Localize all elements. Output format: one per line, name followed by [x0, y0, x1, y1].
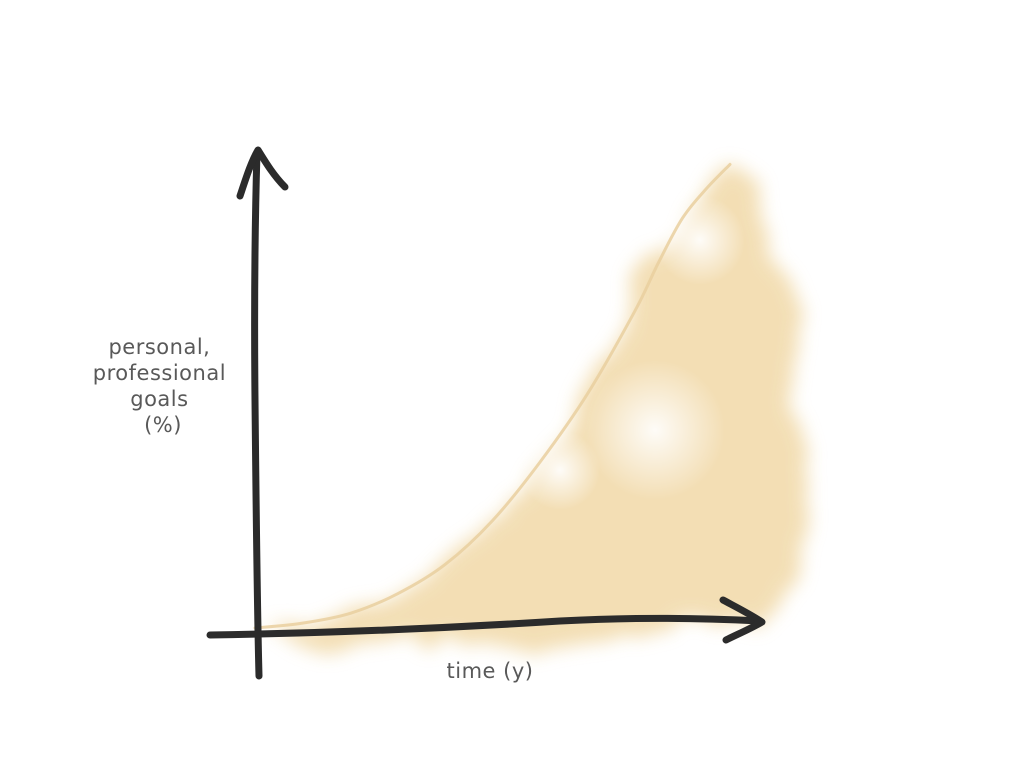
- x-axis-arrowhead: [719, 596, 766, 644]
- y-axis-label: personal, professional goals (%): [93, 335, 233, 437]
- x-axis-label: time (y): [447, 659, 534, 683]
- area-fill: [255, 164, 806, 653]
- area-fill-wash: [255, 164, 806, 653]
- y-axis-label-line: professional: [93, 361, 226, 385]
- y-axis: [236, 146, 289, 680]
- area-fill-highlight: [655, 195, 745, 285]
- series-line: [253, 162, 732, 630]
- area-fill-highlight: [585, 360, 725, 500]
- y-axis-arrowhead: [236, 146, 289, 200]
- y-axis-label-line: personal,: [108, 335, 210, 359]
- y-axis-line: [251, 148, 263, 680]
- y-axis-label-line: (%): [144, 413, 182, 437]
- x-axis: [206, 596, 766, 644]
- x-axis-line: [206, 614, 764, 639]
- y-axis-label-line: goals: [130, 387, 188, 411]
- area-fill-highlight: [520, 430, 600, 510]
